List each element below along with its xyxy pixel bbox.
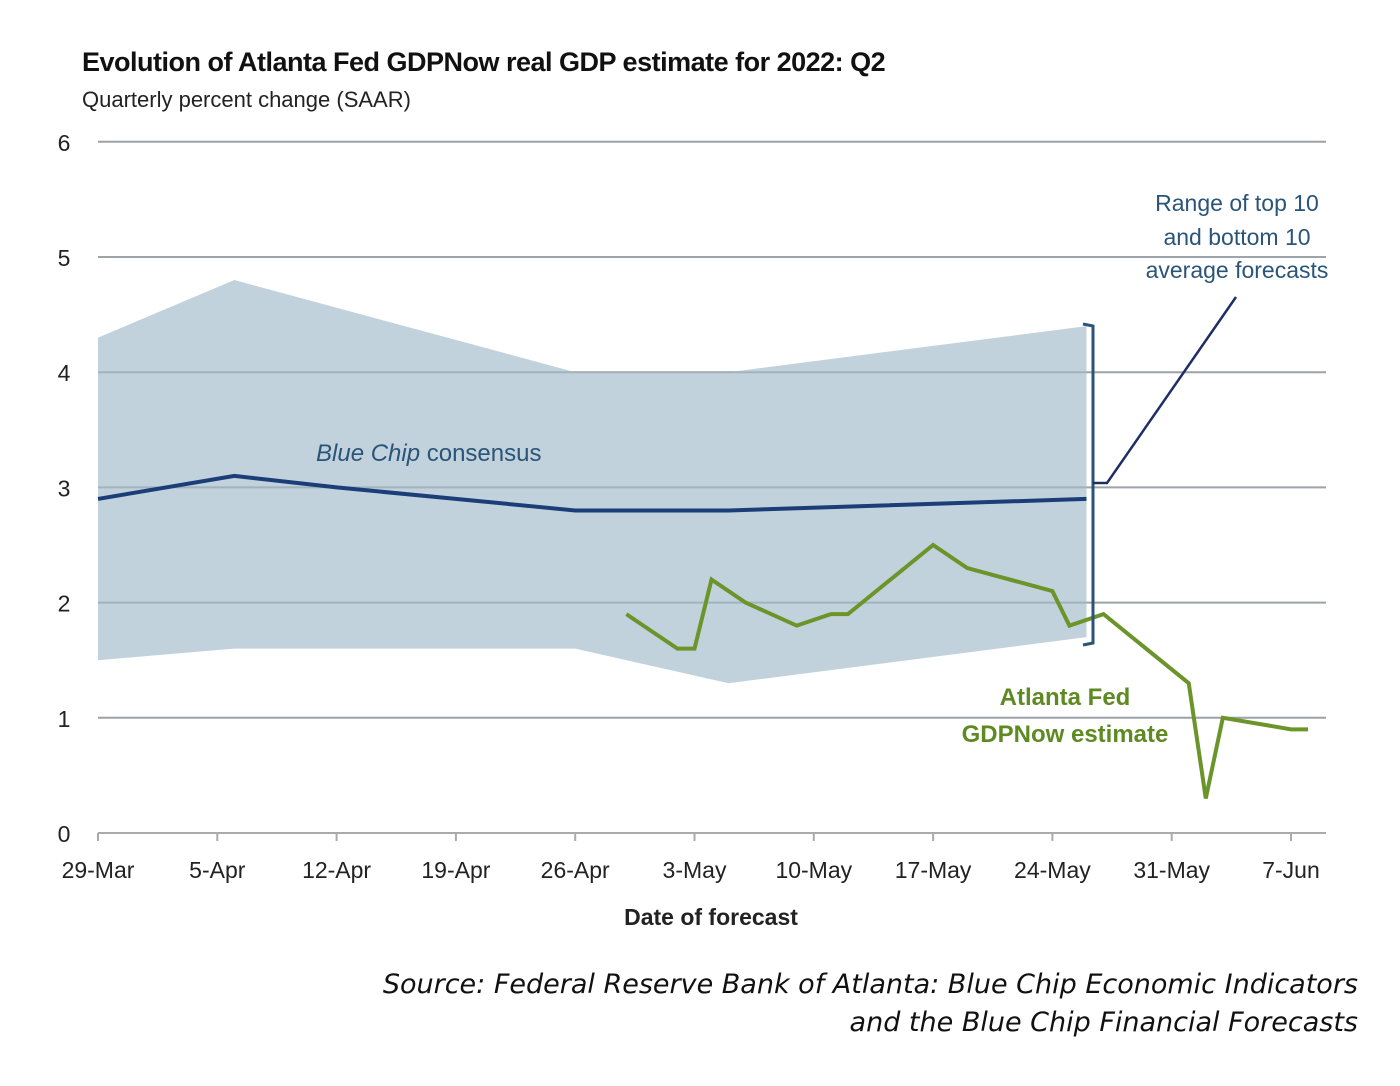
x-tick-label: 7-Jun	[1262, 857, 1320, 883]
source-note: Source: Federal Reserve Bank of Atlanta:…	[383, 966, 1358, 1042]
x-tick-label: 17-May	[895, 857, 972, 883]
x-axis-tick-labels: 29-Mar 5-Apr 12-Apr 19-Apr 26-Apr 3-May 10-May…	[62, 857, 1320, 883]
y-tick-label: 2	[58, 591, 71, 617]
x-tick-label: 26-Apr	[541, 857, 610, 883]
chart-title: Evolution of Atlanta Fed GDPNow real GDP…	[82, 47, 885, 77]
y-tick-label: 6	[58, 130, 71, 156]
x-axis	[97, 832, 1326, 841]
blue-chip-annotation-italic: Blue Chip	[316, 440, 420, 467]
band-bracket-annotation	[1082, 296, 1238, 647]
x-axis-title: Date of forecast	[624, 904, 798, 930]
gdpnow-estimate-line	[625, 542, 1309, 799]
y-tick-label: 4	[58, 360, 71, 386]
gdpnow-chart: Evolution of Atlanta Fed GDPNow real GDP…	[58, 47, 1329, 930]
gdpnow-annotation-line-1: Atlanta Fed	[1000, 684, 1131, 711]
x-tick-label: 19-Apr	[421, 857, 490, 883]
x-tick-label: 12-Apr	[302, 857, 371, 883]
x-tick-label: 5-Apr	[189, 857, 246, 883]
band-annotation-leader-line	[1093, 296, 1238, 485]
y-tick-label: 5	[58, 245, 71, 271]
band-annotation-line-3: average forecasts	[1146, 257, 1329, 283]
forecast-range-band-group	[98, 280, 1087, 684]
series-lines	[97, 473, 1309, 799]
band-annotation-line-2: and bottom 10	[1163, 224, 1310, 250]
blue-chip-consensus-line	[97, 473, 1087, 513]
x-tick-label: 29-Mar	[62, 857, 135, 883]
blue-chip-annotation-rest: consensus	[420, 440, 541, 467]
forecast-range-band	[98, 280, 1087, 684]
x-tick-label: 24-May	[1014, 857, 1091, 883]
y-axis-tick-labels: 0 1 2 3 4 5 6	[58, 130, 71, 847]
blue-chip-annotation: Blue Chip consensus	[316, 440, 541, 467]
band-annotation-line-1: Range of top 10	[1155, 190, 1319, 216]
source-line-1: Source: Federal Reserve Bank of Atlanta:…	[382, 969, 1358, 1000]
x-tick-label: 31-May	[1133, 857, 1210, 883]
x-tick-label: 3-May	[663, 857, 727, 883]
gdpnow-annotation-line-2: GDPNow estimate	[962, 721, 1169, 748]
y-tick-label: 0	[58, 821, 71, 847]
x-tick-label: 10-May	[775, 857, 852, 883]
band-bracket	[1082, 322, 1095, 647]
y-tick-label: 3	[58, 475, 71, 501]
y-tick-label: 1	[58, 706, 71, 732]
gridlines-over-band	[98, 140, 1326, 719]
chart-subtitle: Quarterly percent change (SAAR)	[82, 87, 411, 112]
source-line-2: and the Blue Chip Financial Forecasts	[849, 1007, 1358, 1038]
